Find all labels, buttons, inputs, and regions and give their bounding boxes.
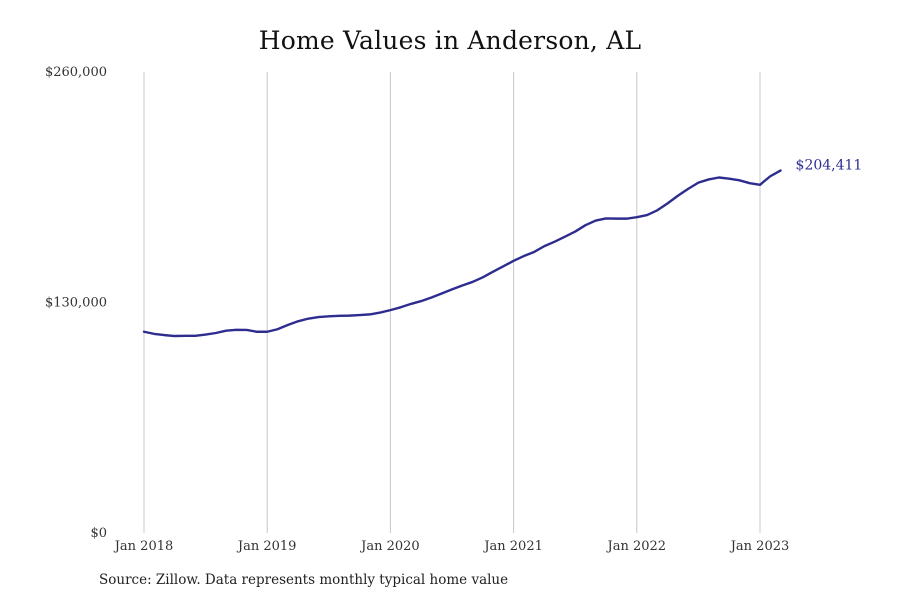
data-point — [348, 314, 350, 316]
x-tick-label: Jan 2020 — [359, 539, 420, 554]
x-axis-ticks: Jan 2018 Jan 2019 Jan 2020 Jan 2021 Jan 2022… — [113, 539, 790, 554]
data-point — [399, 306, 401, 308]
x-tick-label: Jan 2022 — [606, 539, 667, 554]
y-tick-label: $260,000 — [45, 65, 107, 80]
data-point — [718, 176, 720, 178]
data-point — [163, 334, 165, 336]
data-point — [245, 329, 247, 331]
data-point — [482, 276, 484, 278]
y-tick-label: $0 — [90, 526, 107, 541]
data-point — [677, 195, 679, 197]
data-point — [307, 317, 309, 319]
data-point — [625, 217, 627, 219]
data-point — [389, 309, 391, 311]
vertical-gridlines — [143, 72, 761, 533]
source-note: Source: Zillow. Data represents monthly … — [99, 572, 509, 588]
data-point — [636, 216, 638, 218]
data-point — [338, 315, 340, 317]
data-point — [533, 251, 535, 253]
data-point — [728, 178, 730, 180]
data-point — [605, 217, 607, 219]
x-tick-label: Jan 2019 — [236, 539, 297, 554]
data-point — [184, 335, 186, 337]
data-point — [512, 260, 514, 262]
data-point — [615, 217, 617, 219]
data-point — [779, 169, 781, 171]
data-point — [235, 329, 237, 331]
data-point — [379, 311, 381, 313]
data-point — [215, 332, 217, 334]
data-point — [317, 316, 319, 318]
data-point — [204, 333, 206, 335]
data-point — [564, 236, 566, 238]
y-axis-ticks: $0 $130,000 $260,000 — [45, 65, 107, 541]
series-line — [142, 169, 782, 338]
series-layer — [142, 169, 782, 338]
data-point — [420, 300, 422, 302]
data-point — [595, 219, 597, 221]
data-point — [646, 214, 648, 216]
data-points — [143, 169, 782, 337]
data-point — [471, 281, 473, 283]
data-point — [287, 324, 289, 326]
end-label-layer: $204,411 — [796, 158, 863, 174]
data-point — [225, 329, 227, 331]
data-point — [492, 270, 494, 272]
data-point — [461, 284, 463, 286]
x-tick-label: Jan 2021 — [482, 539, 543, 554]
data-point — [749, 182, 751, 184]
data-point — [194, 335, 196, 337]
data-point — [174, 335, 176, 337]
data-point — [553, 240, 555, 242]
data-point — [666, 202, 668, 204]
data-point — [523, 255, 525, 257]
data-point — [143, 331, 145, 333]
data-point — [759, 184, 761, 186]
x-tick-label: Jan 2023 — [729, 539, 790, 554]
data-point — [543, 245, 545, 247]
data-point — [430, 296, 432, 298]
data-point — [584, 224, 586, 226]
data-point — [451, 288, 453, 290]
data-point — [697, 181, 699, 183]
data-point — [410, 303, 412, 305]
data-point — [256, 331, 258, 333]
data-point — [656, 209, 658, 211]
data-point — [276, 328, 278, 330]
data-point — [574, 230, 576, 232]
y-tick-label: $130,000 — [45, 296, 107, 311]
end-value-label: $204,411 — [796, 158, 863, 174]
data-point — [502, 265, 504, 267]
x-tick-label: Jan 2018 — [113, 539, 174, 554]
data-point — [358, 314, 360, 316]
data-point — [707, 178, 709, 180]
data-point — [297, 320, 299, 322]
data-point — [441, 292, 443, 294]
data-point — [769, 175, 771, 177]
data-point — [153, 333, 155, 335]
data-point — [369, 313, 371, 315]
data-point — [687, 188, 689, 190]
data-point — [738, 179, 740, 181]
data-point — [328, 315, 330, 317]
chart-title: Home Values in Anderson, AL — [258, 26, 642, 55]
data-point — [266, 331, 268, 333]
